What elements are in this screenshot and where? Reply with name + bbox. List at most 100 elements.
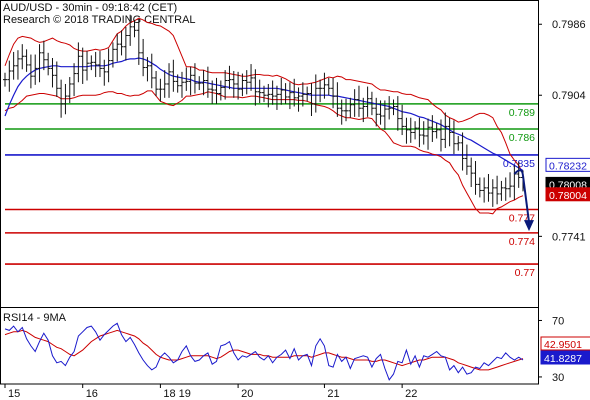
price-box-label: 0.78004 (549, 190, 587, 202)
candle (244, 70, 249, 95)
candle (210, 80, 215, 104)
candle (313, 74, 318, 113)
candle (456, 135, 461, 151)
candle (218, 80, 223, 101)
level-label: 0.77 (515, 267, 536, 279)
candle (413, 121, 418, 140)
x-tick-label: 21 (327, 388, 339, 400)
candle (54, 61, 59, 97)
candle (404, 117, 409, 144)
candle (201, 70, 206, 96)
candle (249, 64, 254, 91)
rsi-ma-line (4, 329, 524, 371)
candle (33, 54, 38, 85)
candle (179, 71, 184, 98)
candle (197, 76, 202, 91)
x-tick-label: 20 (241, 388, 253, 400)
candle (149, 53, 154, 89)
candle (495, 175, 500, 205)
x-tick-label: 22 (405, 388, 417, 400)
candle (175, 74, 180, 93)
candle (348, 97, 353, 118)
candle (50, 58, 55, 88)
candle (378, 100, 383, 125)
candle (395, 96, 400, 131)
projection-layer (513, 169, 534, 232)
rsi-y-tick-label: 70 (552, 315, 564, 327)
candle (128, 14, 133, 46)
candle (115, 33, 120, 62)
candle (322, 72, 327, 99)
candle (28, 54, 33, 89)
candle (11, 51, 16, 80)
candle (391, 99, 396, 116)
candle (279, 77, 284, 105)
candle (236, 71, 241, 100)
candle (154, 70, 159, 97)
candle (41, 40, 46, 71)
candle (266, 83, 271, 108)
candle (270, 80, 275, 105)
candle (257, 79, 262, 104)
candle (240, 73, 245, 97)
candle (460, 132, 465, 171)
price-box-label: 0.78232 (549, 160, 587, 172)
candle (469, 157, 474, 187)
price-box-pivot-box (545, 157, 590, 172)
candle (24, 49, 29, 72)
candle (3, 72, 7, 87)
candle (326, 77, 331, 96)
candles-layer (3, 14, 525, 207)
candle (443, 112, 448, 149)
x-tick-label: 15 (8, 388, 20, 400)
rsi-box-label: 41.8287 (544, 353, 582, 365)
candle (37, 44, 42, 83)
price-box-support-box (545, 187, 590, 202)
candle (369, 91, 374, 116)
candle (516, 161, 521, 188)
candle (473, 161, 478, 195)
candle (335, 82, 340, 117)
y-tick-label: 0.7741 (552, 231, 586, 243)
level-label: 0.774 (509, 236, 535, 248)
candle (93, 51, 98, 78)
candle (132, 19, 137, 38)
candle (400, 104, 405, 136)
candle (365, 86, 370, 117)
candle (382, 100, 387, 130)
candle (421, 121, 426, 145)
projection-line (513, 169, 530, 223)
candle (158, 78, 163, 102)
candle (477, 177, 482, 198)
candle (499, 180, 504, 201)
candle (287, 82, 292, 110)
rsi-panel-title: RSI14 - 9MA (3, 312, 67, 324)
candle (227, 65, 232, 90)
candle (184, 67, 189, 91)
candle (356, 85, 361, 117)
candle (451, 120, 456, 155)
candle (438, 119, 443, 152)
candle (512, 165, 517, 200)
level-label: 0.786 (509, 132, 535, 144)
chart-title: AUD/USD - 30min - 09:18:42 (CET) (3, 2, 178, 14)
projection-arrowhead (524, 220, 534, 232)
candle (508, 172, 513, 198)
candle (447, 117, 452, 147)
candle (417, 117, 422, 148)
candle (434, 122, 439, 139)
x-tick-label: 16 (86, 388, 98, 400)
candle (482, 177, 487, 203)
candle (167, 63, 172, 98)
candle (46, 52, 51, 76)
candle (80, 47, 85, 84)
candle (7, 60, 12, 92)
candle (20, 44, 25, 70)
bollinger-upper-line (4, 17, 524, 174)
candle (171, 59, 176, 92)
candle (110, 42, 115, 68)
candle (76, 42, 81, 83)
